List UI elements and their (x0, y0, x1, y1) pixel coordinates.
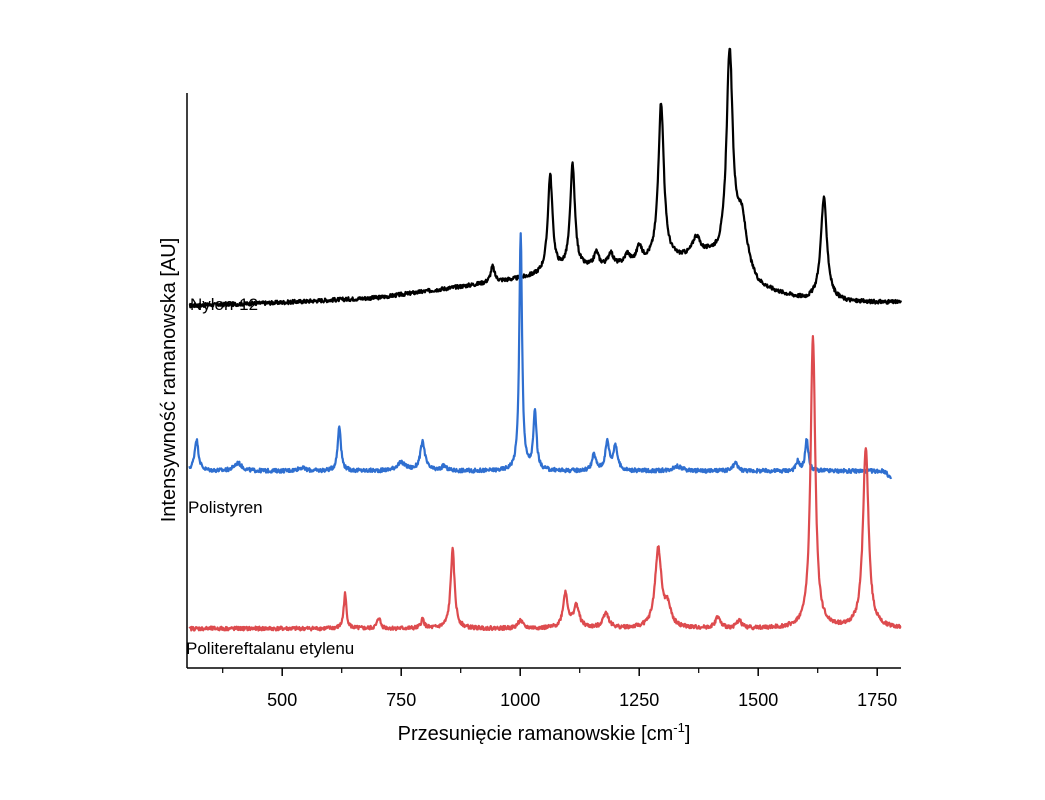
y-axis-title: Intensywność ramanowska [AU] (158, 238, 180, 523)
x-tick-label: 1500 (738, 690, 778, 710)
series-label-2: Politereftalanu etylenu (186, 639, 354, 658)
x-axis: 500 750 1000 1250 1500 1750 Przesunięcie rama… (187, 667, 901, 745)
series-line-1 (188, 232, 893, 480)
series-label-0: Nylon-12 (190, 295, 258, 314)
x-ticks: 500 750 1000 1250 1500 1750 (222, 668, 897, 710)
series-line-0 (188, 47, 903, 309)
x-tick-label: 1250 (619, 690, 659, 710)
series-line-2 (188, 335, 902, 632)
x-axis-title-close: ] (685, 723, 691, 745)
series-label-1: Polistyren (188, 498, 263, 517)
x-axis-title: Przesunięcie ramanowskie [cm-1] (398, 720, 691, 745)
x-tick-label: 1000 (500, 690, 540, 710)
x-tick-label: 1750 (857, 690, 897, 710)
series-group (188, 47, 903, 632)
x-axis-title-main: Przesunięcie ramanowskie [cm (398, 723, 674, 745)
x-axis-title-sup: -1 (673, 720, 685, 735)
x-tick-label: 500 (267, 690, 297, 710)
series-labels: Nylon-12 Polistyren Politereftalanu etylen… (186, 295, 354, 658)
x-tick-label: 750 (386, 690, 416, 710)
y-axis: Intensywność ramanowska [AU] (158, 93, 188, 668)
